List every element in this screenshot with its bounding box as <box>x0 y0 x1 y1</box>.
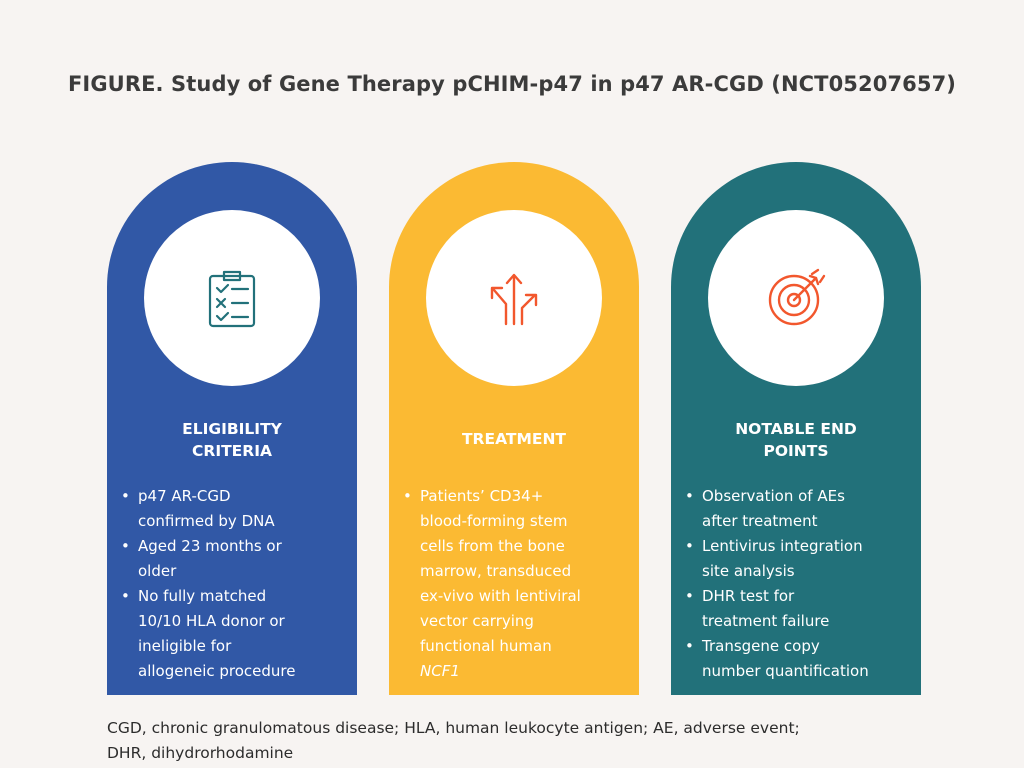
clipboard-checklist-icon <box>208 270 256 328</box>
list-item: • Lentivirus integration site analysis <box>685 537 863 580</box>
treatment-list: • Patients’ CD34+ blood-forming stem cel… <box>401 484 631 684</box>
target-arrow-icon <box>768 268 826 326</box>
footnote-line: CGD, chronic granulomatous disease; HLA,… <box>107 719 800 737</box>
heading-line: CRITERIA <box>192 442 272 460</box>
panel-heading: NOTABLE END POINTS <box>671 418 921 462</box>
list-item: • p47 AR-CGD confirmed by DNA <box>121 487 275 530</box>
end-points-list: • Observation of AEs after treatment • L… <box>683 484 913 684</box>
treatment-panel: TREATMENT • Patients’ CD34+ blood-formin… <box>389 162 639 695</box>
list-item: • No fully matched 10/10 HLA donor or in… <box>121 587 296 680</box>
list-item: • Patients’ CD34+ blood-forming stem cel… <box>401 484 631 684</box>
icon-circle <box>708 210 884 386</box>
footnote: CGD, chronic granulomatous disease; HLA,… <box>107 716 937 766</box>
criteria-list: • p47 AR-CGD confirmed by DNA • Aged 23 … <box>119 484 349 684</box>
panel-heading: ELIGIBILITY CRITERIA <box>107 418 357 462</box>
heading-line: POINTS <box>763 442 829 460</box>
branching-arrows-icon <box>490 273 538 326</box>
panel-heading: TREATMENT <box>389 428 639 450</box>
eligibility-criteria-panel: ELIGIBILITY CRITERIA • p47 AR-CGD confir… <box>107 162 357 695</box>
list-item: • Observation of AEs after treatment <box>685 487 845 530</box>
list-item: • Transgene copy number quantification <box>685 637 869 680</box>
heading-line: TREATMENT <box>461 430 567 448</box>
list-item: • DHR test for treatment failure <box>685 587 830 630</box>
figure-title: FIGURE. Study of Gene Therapy pCHIM-p47 … <box>67 72 956 96</box>
heading-line: ELIGIBILITY <box>182 420 282 438</box>
heading-line: NOTABLE END <box>735 420 857 438</box>
gene-name: NCF1 <box>420 662 460 680</box>
list-item: • Aged 23 months or older <box>121 537 282 580</box>
icon-circle <box>144 210 320 386</box>
icon-circle <box>426 210 602 386</box>
footnote-line: DHR, dihydrorhodamine <box>107 744 294 762</box>
notable-end-points-panel: NOTABLE END POINTS • Observation of AEs … <box>671 162 921 695</box>
